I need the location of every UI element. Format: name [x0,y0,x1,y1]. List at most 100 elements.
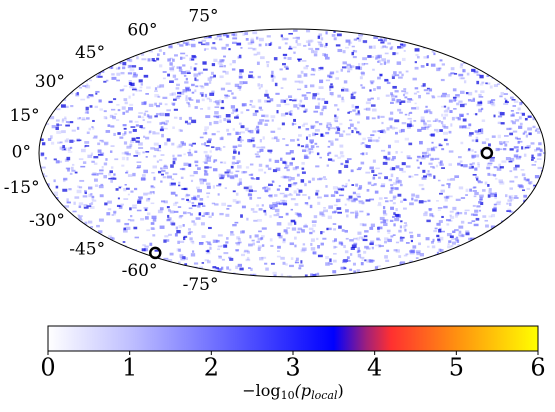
sky-pixel [355,66,361,70]
sky-pixel [67,230,72,232]
sky-pixel [201,98,205,102]
sky-pixel [191,54,196,58]
sky-pixel [510,120,514,123]
sky-pixel [395,165,400,169]
sky-pixel [504,32,509,36]
sky-pixel [351,244,357,248]
sky-pixel [455,94,460,97]
sky-pixel [492,259,498,262]
sky-pixel [182,64,186,67]
sky-pixel [176,30,181,34]
sky-pixel [337,108,340,111]
sky-pixel [150,222,155,225]
sky-pixel [278,184,281,187]
sky-pixel [489,85,493,89]
sky-pixel [513,72,517,76]
sky-pixel [89,105,93,108]
sky-pixel [334,154,338,157]
sky-pixel [53,191,59,194]
sky-pixel [187,151,192,154]
sky-pixel [54,265,58,269]
sky-pixel [329,258,332,262]
sky-pixel [518,76,521,79]
sky-pixel [290,139,295,142]
sky-pixel [487,162,493,165]
sky-pixel [183,237,186,241]
sky-pixel [490,193,495,198]
sky-pixel [479,83,484,86]
sky-pixel [125,226,131,230]
sky-pixel [401,73,404,77]
sky-pixel [543,168,545,171]
sky-pixel [264,123,268,126]
sky-pixel [539,89,545,92]
sky-pixel [419,161,422,165]
sky-pixel [124,101,128,105]
sky-pixel [175,194,178,197]
sky-pixel [359,256,365,259]
sky-pixel [303,66,308,70]
sky-pixel [340,266,345,270]
sky-pixel [232,223,237,227]
sky-pixel [316,237,319,241]
sky-pixel [261,204,264,207]
sky-pixel [126,187,130,190]
sky-pixel [479,196,483,200]
sky-pixel [341,66,346,69]
sky-pixel [204,166,209,169]
sky-pixel [352,50,358,53]
sky-pixel [324,100,329,104]
sky-pixel [434,272,439,276]
sky-pixel [357,167,362,169]
sky-pixel [473,213,478,217]
sky-pixel [152,165,158,169]
sky-pixel [503,102,509,105]
sky-pixel [231,161,236,165]
sky-pixel [92,137,98,139]
sky-pixel [526,178,530,182]
sky-pixel [291,122,294,126]
sky-pixel [269,151,272,154]
sky-pixel [367,98,372,101]
sky-pixel [343,244,346,249]
sky-pixel [297,58,301,62]
sky-pixel [355,112,361,116]
sky-pixel [379,31,385,35]
sky-pixel [120,252,124,255]
sky-pixel [434,157,440,160]
sky-pixel [344,185,348,188]
sky-pixel [324,56,330,60]
sky-pixel [240,214,243,218]
sky-pixel [315,192,319,196]
sky-pixel [101,166,104,169]
sky-pixel [76,92,79,95]
sky-pixel [54,239,59,244]
sky-pixel [77,117,81,120]
sky-pixel [76,139,82,142]
sky-pixel [462,69,466,73]
sky-pixel [136,166,140,169]
sky-pixel [97,149,102,153]
sky-pixel [261,256,267,259]
sky-pixel [514,119,520,122]
sky-pixel [82,161,87,164]
sky-pixel [478,108,482,113]
sky-pixel [82,63,88,66]
sky-pixel [293,190,297,194]
sky-pixel [477,181,483,184]
sky-pixel [341,229,345,232]
sky-pixel [481,107,484,111]
sky-pixel [125,171,128,174]
sky-pixel [237,241,242,244]
sky-pixel [348,119,353,122]
sky-pixel [285,67,289,70]
sky-pixel [443,257,446,260]
sky-pixel [406,268,409,271]
sky-pixel [336,200,339,203]
sky-pixel [310,49,314,54]
sky-pixel [439,163,443,166]
sky-pixel [316,92,320,96]
sky-pixel [226,34,230,38]
sky-pixel [501,230,505,233]
sky-pixel [150,186,156,189]
